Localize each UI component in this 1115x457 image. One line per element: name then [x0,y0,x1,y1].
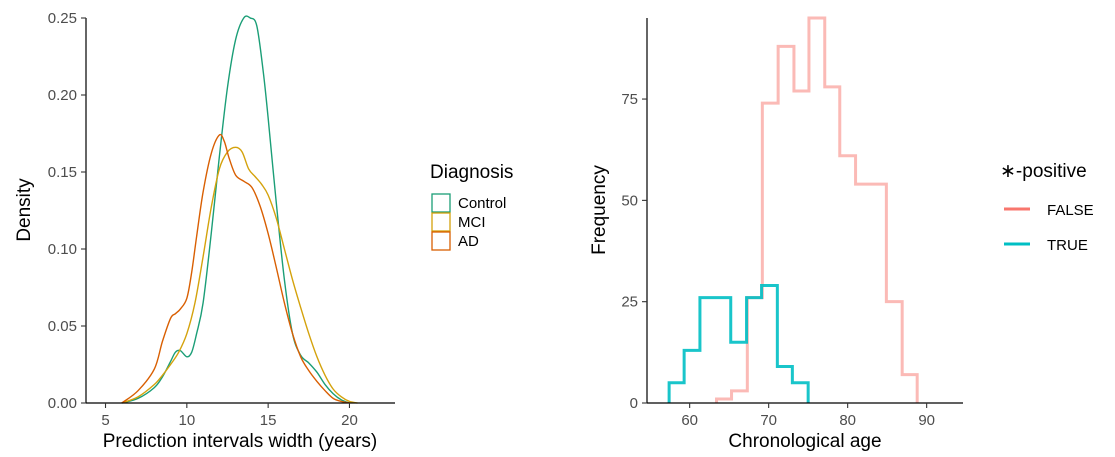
density-y-axis-title: Density [14,178,35,242]
density-x-axis-title: Prediction intervals width (years) [103,431,378,452]
density-y-ticks: 0.00 0.05 0.10 0.15 0.20 0.25 [48,10,86,412]
positive-legend-title: ∗-positive [1000,161,1087,182]
density-y-tick-label: 0.00 [48,395,77,412]
histogram-y-tick-label: 25 [621,294,638,311]
positive-legend: ∗-positive FALSE TRUE [1000,161,1094,254]
density-x-tick-label: 10 [178,412,195,429]
density-line-control [122,16,350,403]
histogram-step-false [717,18,918,403]
legend-label-ad: AD [458,233,479,250]
density-lines [122,16,358,403]
histogram-x-axis-title: Chronological age [728,431,881,452]
density-y-tick-label: 0.10 [48,241,77,258]
histogram-step-true [669,285,808,403]
histogram-y-ticks: 0 25 50 75 [621,91,647,412]
diagnosis-legend: Diagnosis Control MCI AD [430,162,513,250]
legend-label-true: TRUE [1047,237,1088,254]
density-line-ad [122,135,350,403]
age-histogram: 60 70 80 90 0 25 50 75 Chronological age Frequ… [589,18,1094,452]
legend-label-mci: MCI [458,214,486,231]
histogram-x-ticks: 60 70 80 90 [681,403,935,429]
histogram-x-tick-label: 90 [918,412,935,429]
legend-key-ad [432,232,450,250]
histogram-y-tick-label: 75 [621,91,638,108]
density-chart: 5 10 15 20 0.00 0.05 0.10 0.15 0.20 0.25 Predict… [14,10,513,452]
density-y-tick-label: 0.20 [48,87,77,104]
histogram-x-tick-label: 70 [760,412,777,429]
histogram-x-tick-label: 60 [681,412,698,429]
histogram-x-tick-label: 80 [839,412,856,429]
legend-key-control [432,194,450,212]
density-line-mci [122,147,358,403]
histogram-y-axis-title: Frequency [589,165,610,255]
histogram-y-tick-label: 0 [630,395,638,412]
density-y-tick-label: 0.05 [48,318,77,335]
histogram-steps [669,18,917,403]
density-x-tick-label: 15 [260,412,277,429]
density-y-tick-label: 0.15 [48,164,77,181]
density-x-tick-label: 5 [101,412,109,429]
density-x-tick-label: 20 [341,412,358,429]
legend-label-false: FALSE [1047,202,1094,219]
legend-key-mci [432,213,450,231]
legend-label-control: Control [458,195,506,212]
diagnosis-legend-title: Diagnosis [430,162,513,183]
density-y-tick-label: 0.25 [48,10,77,27]
histogram-y-tick-label: 50 [621,192,638,209]
density-x-ticks: 5 10 15 20 [101,403,357,429]
